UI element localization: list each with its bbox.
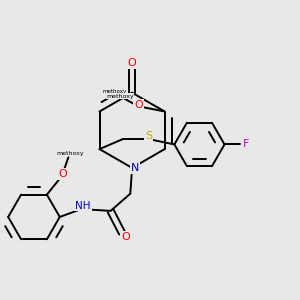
Text: N: N xyxy=(131,163,139,173)
Text: O: O xyxy=(128,58,136,68)
Text: F: F xyxy=(243,140,249,149)
Text: O: O xyxy=(134,100,143,110)
Text: O: O xyxy=(121,232,130,242)
Text: methoxy: methoxy xyxy=(106,94,134,99)
Text: methoxy: methoxy xyxy=(56,151,84,156)
Text: S: S xyxy=(145,131,152,141)
Text: NH: NH xyxy=(75,200,91,211)
Text: O: O xyxy=(58,169,67,179)
Text: methoxy: methoxy xyxy=(102,89,127,94)
